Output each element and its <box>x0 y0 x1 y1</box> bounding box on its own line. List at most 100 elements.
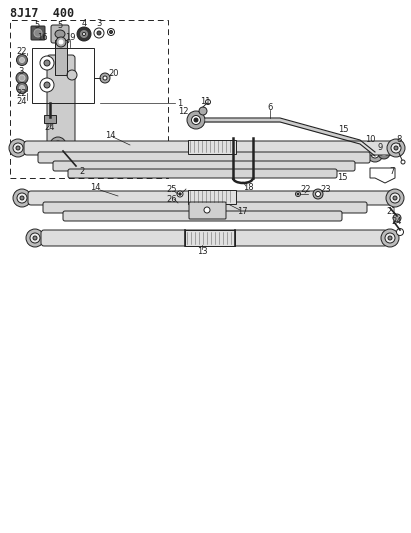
Circle shape <box>67 70 77 80</box>
Text: 5: 5 <box>35 20 39 29</box>
FancyBboxPatch shape <box>53 161 355 171</box>
Circle shape <box>74 164 82 172</box>
Text: 22: 22 <box>17 88 27 98</box>
Text: 22: 22 <box>17 46 27 55</box>
FancyBboxPatch shape <box>47 55 75 146</box>
Bar <box>32 48 94 103</box>
Ellipse shape <box>55 30 65 38</box>
Circle shape <box>381 229 399 247</box>
Circle shape <box>16 83 28 93</box>
Text: 11: 11 <box>200 96 210 106</box>
Text: 2: 2 <box>79 166 85 175</box>
Circle shape <box>40 78 54 92</box>
Text: 9: 9 <box>377 142 383 151</box>
Circle shape <box>83 33 85 36</box>
Circle shape <box>391 143 401 153</box>
Bar <box>44 115 56 123</box>
Text: 17: 17 <box>237 206 247 215</box>
FancyBboxPatch shape <box>41 230 387 246</box>
Circle shape <box>30 233 40 243</box>
Circle shape <box>103 76 107 80</box>
Circle shape <box>177 191 183 197</box>
Circle shape <box>13 143 23 153</box>
Circle shape <box>390 193 400 203</box>
Circle shape <box>206 100 210 104</box>
Text: 26: 26 <box>167 196 177 205</box>
FancyBboxPatch shape <box>38 152 370 163</box>
Text: 21: 21 <box>387 206 397 215</box>
Circle shape <box>81 30 88 37</box>
Text: 24: 24 <box>17 98 27 107</box>
Text: 5: 5 <box>58 20 62 29</box>
Text: 24: 24 <box>45 124 55 133</box>
Circle shape <box>388 236 392 240</box>
FancyBboxPatch shape <box>28 191 394 205</box>
Circle shape <box>199 107 207 115</box>
Circle shape <box>108 28 115 36</box>
Circle shape <box>385 233 395 243</box>
Circle shape <box>387 139 405 157</box>
Circle shape <box>192 116 201 125</box>
Circle shape <box>97 31 101 35</box>
Circle shape <box>40 56 54 70</box>
Text: 14: 14 <box>90 183 100 192</box>
Circle shape <box>19 75 25 81</box>
Circle shape <box>393 214 401 222</box>
Text: 6: 6 <box>267 103 272 112</box>
Circle shape <box>296 191 300 197</box>
Circle shape <box>371 150 379 158</box>
Circle shape <box>50 137 66 153</box>
Circle shape <box>19 58 25 62</box>
Circle shape <box>16 72 28 84</box>
Text: 13: 13 <box>197 246 207 255</box>
FancyBboxPatch shape <box>63 211 342 221</box>
Circle shape <box>393 196 397 200</box>
Circle shape <box>13 189 31 207</box>
Circle shape <box>19 85 25 91</box>
Circle shape <box>94 28 104 38</box>
Text: 8: 8 <box>396 135 402 144</box>
Circle shape <box>394 146 398 150</box>
Circle shape <box>395 147 402 154</box>
Text: 25: 25 <box>167 184 177 193</box>
Text: 16: 16 <box>37 34 47 43</box>
FancyBboxPatch shape <box>189 202 226 219</box>
FancyBboxPatch shape <box>43 202 367 213</box>
Circle shape <box>44 82 50 88</box>
Bar <box>185 230 235 246</box>
Circle shape <box>187 111 205 129</box>
Circle shape <box>100 73 110 83</box>
FancyBboxPatch shape <box>51 25 69 43</box>
Circle shape <box>378 147 390 159</box>
Circle shape <box>401 160 405 164</box>
Circle shape <box>54 141 62 149</box>
Circle shape <box>16 146 20 150</box>
Text: 12: 12 <box>178 107 188 116</box>
Bar <box>188 190 236 204</box>
Circle shape <box>386 189 404 207</box>
Circle shape <box>26 229 44 247</box>
Text: 3: 3 <box>96 20 102 28</box>
Text: 8J17  400: 8J17 400 <box>10 7 74 20</box>
Text: 15: 15 <box>337 174 347 182</box>
Circle shape <box>316 191 321 197</box>
Circle shape <box>381 150 386 156</box>
Circle shape <box>179 193 181 195</box>
Circle shape <box>313 189 323 199</box>
Circle shape <box>59 40 63 44</box>
Text: 4: 4 <box>81 20 87 28</box>
Circle shape <box>76 166 79 169</box>
Bar <box>10 20 168 178</box>
Text: 18: 18 <box>242 183 253 192</box>
Text: 20: 20 <box>109 69 119 77</box>
Circle shape <box>16 54 28 66</box>
Circle shape <box>194 118 198 122</box>
Circle shape <box>367 146 383 162</box>
Text: 7: 7 <box>389 166 395 175</box>
Text: 22: 22 <box>301 184 311 193</box>
Circle shape <box>109 30 113 34</box>
Circle shape <box>33 236 37 240</box>
FancyBboxPatch shape <box>31 26 45 40</box>
Circle shape <box>56 37 66 47</box>
Bar <box>55 40 67 75</box>
